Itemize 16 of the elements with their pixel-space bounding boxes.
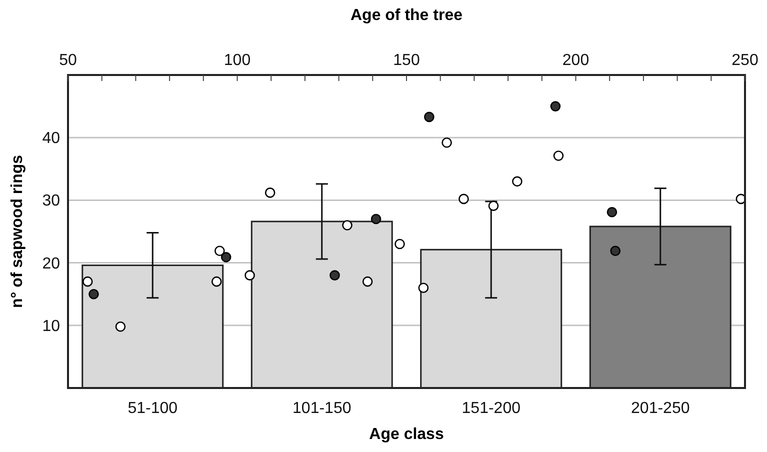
y-tick-label: 20 [42,255,60,272]
x2-tick-label: 250 [732,52,758,69]
x-tick-label: 151-200 [462,400,521,417]
y-axis-title: n° of sapwood rings [9,154,26,308]
x2-tick-label: 150 [393,52,420,69]
x2-tick-label: 50 [59,52,77,69]
x-tick-label: 51-100 [128,400,178,417]
y-tick-label: 10 [42,318,60,335]
x2-axis-title: Age of the tree [350,7,463,24]
y-tick-label: 40 [42,130,60,148]
x-tick-label: 101-150 [292,400,352,417]
x-axis-title: Age class [369,426,444,443]
x2-tick-label: 200 [562,52,590,69]
y-tick-label: 30 [42,192,60,210]
x-tick-label: 201-250 [631,400,690,417]
x2-tick-label: 100 [224,52,251,69]
